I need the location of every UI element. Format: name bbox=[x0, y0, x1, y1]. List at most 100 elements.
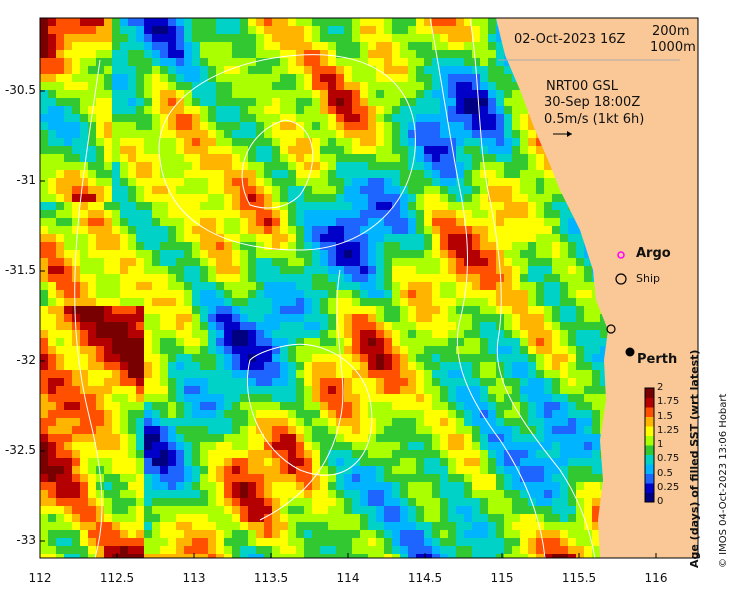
sst-cell bbox=[240, 266, 248, 274]
sst-cell bbox=[168, 18, 176, 26]
sst-cell bbox=[552, 218, 560, 226]
sst-cell bbox=[160, 194, 168, 202]
sst-cell bbox=[424, 370, 432, 378]
sst-cell bbox=[552, 194, 560, 202]
sst-cell bbox=[328, 250, 336, 258]
sst-cell bbox=[48, 314, 56, 322]
sst-cell bbox=[360, 98, 368, 106]
sst-cell bbox=[600, 322, 608, 330]
sst-cell bbox=[336, 354, 344, 362]
sst-cell bbox=[328, 314, 336, 322]
sst-cell bbox=[440, 234, 448, 242]
sst-cell bbox=[312, 354, 320, 362]
sst-cell bbox=[136, 258, 144, 266]
sst-cell bbox=[448, 178, 456, 186]
sst-cell bbox=[416, 210, 424, 218]
sst-cell bbox=[504, 74, 512, 82]
sst-cell bbox=[432, 202, 440, 210]
sst-cell bbox=[448, 18, 456, 26]
sst-cell bbox=[296, 242, 304, 250]
sst-cell bbox=[536, 138, 544, 146]
sst-cell bbox=[160, 82, 168, 90]
sst-cell bbox=[416, 194, 424, 202]
sst-cell bbox=[368, 274, 376, 282]
sst-cell bbox=[528, 154, 536, 162]
sst-cell bbox=[64, 346, 72, 354]
sst-cell bbox=[80, 210, 88, 218]
sst-cell bbox=[296, 18, 304, 26]
sst-cell bbox=[272, 458, 280, 466]
sst-cell bbox=[208, 250, 216, 258]
sst-cell bbox=[216, 378, 224, 386]
sst-cell bbox=[272, 330, 280, 338]
sst-cell bbox=[136, 282, 144, 290]
sst-cell bbox=[528, 282, 536, 290]
sst-cell bbox=[272, 202, 280, 210]
sst-cell bbox=[64, 386, 72, 394]
sst-cell bbox=[336, 178, 344, 186]
sst-cell bbox=[408, 170, 416, 178]
sst-cell bbox=[312, 178, 320, 186]
sst-cell bbox=[576, 426, 584, 434]
sst-cell bbox=[520, 194, 528, 202]
sst-cell bbox=[120, 298, 128, 306]
sst-cell bbox=[520, 170, 528, 178]
sst-cell bbox=[40, 226, 48, 234]
sst-cell bbox=[592, 346, 600, 354]
sst-cell bbox=[456, 178, 464, 186]
sst-cell bbox=[432, 138, 440, 146]
sst-cell bbox=[352, 58, 360, 66]
sst-cell bbox=[208, 202, 216, 210]
sst-cell bbox=[360, 154, 368, 162]
sst-cell bbox=[304, 410, 312, 418]
sst-cell bbox=[368, 450, 376, 458]
sst-cell bbox=[72, 210, 80, 218]
sst-cell bbox=[240, 66, 248, 74]
sst-cell bbox=[264, 322, 272, 330]
sst-cell bbox=[192, 194, 200, 202]
sst-cell bbox=[120, 42, 128, 50]
sst-cell bbox=[584, 322, 592, 330]
sst-cell bbox=[488, 82, 496, 90]
sst-cell bbox=[184, 130, 192, 138]
sst-cell bbox=[256, 114, 264, 122]
sst-cell bbox=[232, 178, 240, 186]
sst-cell bbox=[344, 66, 352, 74]
sst-cell bbox=[120, 194, 128, 202]
sst-cell bbox=[232, 106, 240, 114]
sst-cell bbox=[216, 82, 224, 90]
sst-cell bbox=[120, 434, 128, 442]
sst-cell bbox=[264, 186, 272, 194]
sst-cell bbox=[184, 354, 192, 362]
sst-cell bbox=[344, 266, 352, 274]
sst-cell bbox=[128, 282, 136, 290]
sst-cell bbox=[360, 130, 368, 138]
sst-cell bbox=[200, 146, 208, 154]
sst-cell bbox=[472, 50, 480, 58]
sst-cell bbox=[368, 250, 376, 258]
sst-cell bbox=[344, 466, 352, 474]
sst-cell bbox=[40, 274, 48, 282]
sst-cell bbox=[200, 394, 208, 402]
sst-cell bbox=[416, 338, 424, 346]
sst-cell bbox=[184, 434, 192, 442]
sst-cell bbox=[280, 402, 288, 410]
sst-cell bbox=[464, 50, 472, 58]
sst-cell bbox=[424, 442, 432, 450]
sst-cell bbox=[352, 50, 360, 58]
sst-cell bbox=[104, 330, 112, 338]
sst-cell bbox=[448, 258, 456, 266]
sst-cell bbox=[488, 330, 496, 338]
sst-cell bbox=[152, 170, 160, 178]
sst-cell bbox=[160, 426, 168, 434]
sst-cell bbox=[288, 162, 296, 170]
sst-cell bbox=[160, 74, 168, 82]
sst-cell bbox=[152, 498, 160, 506]
sst-cell bbox=[176, 210, 184, 218]
sst-cell bbox=[544, 186, 552, 194]
sst-cell bbox=[392, 186, 400, 194]
sst-cell bbox=[408, 18, 416, 26]
sst-cell bbox=[512, 386, 520, 394]
sst-cell bbox=[128, 410, 136, 418]
sst-cell bbox=[320, 58, 328, 66]
